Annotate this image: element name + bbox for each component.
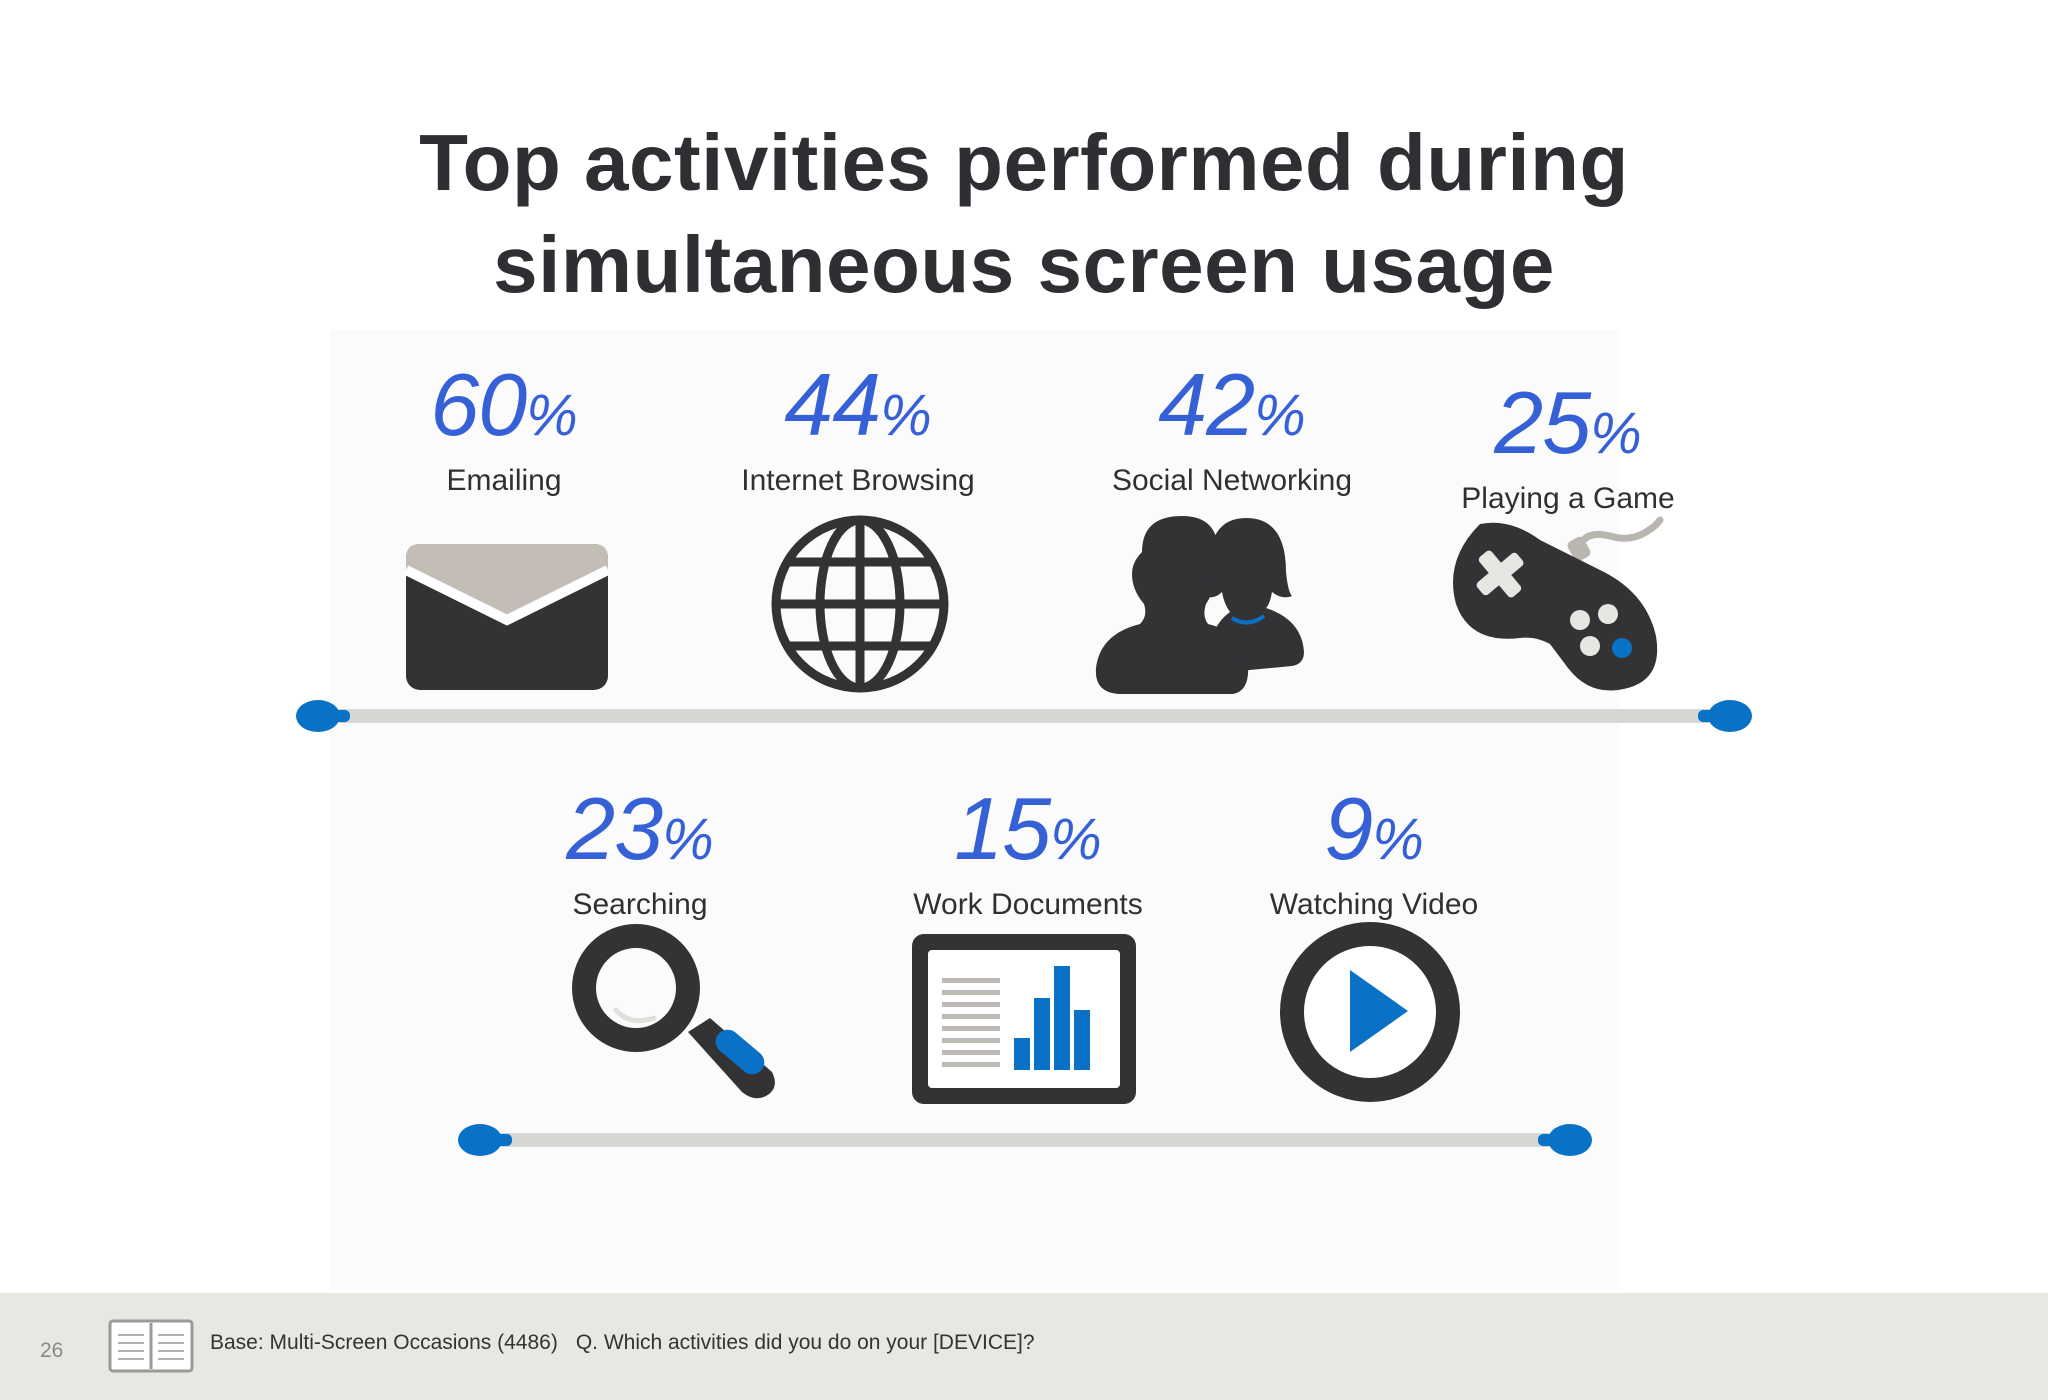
activity-label: Social Networking: [1111, 464, 1353, 497]
activity-social-networking: 42% Social Networking: [1052, 360, 1412, 499]
footnote-question: Q. Which activities did you do on your […: [575, 1331, 1035, 1354]
footnote: Base: Multi-Screen Occasions (4486) Q. Wh…: [210, 1331, 1035, 1355]
title-line-1: Top activities performed during: [419, 118, 1629, 207]
people-icon: [1095, 516, 1304, 694]
content-panel: [330, 330, 1620, 1290]
activity-label: Watching Video: [1269, 888, 1479, 921]
activity-label: Searching: [572, 888, 708, 921]
activity-label: Work Documents: [913, 888, 1143, 921]
activity-watching-video: 9% Watching Video: [1194, 784, 1554, 923]
page-title: Top activities performed during simultan…: [0, 112, 2048, 316]
activity-percent: 23%: [566, 779, 714, 878]
activity-work-documents: 15% Work Documents: [848, 784, 1208, 923]
book-icon: [108, 1319, 194, 1373]
footer-bar: 26 Base: Multi-Screen Occasions (4486) Q.…: [0, 1293, 2048, 1400]
title-line-2: simultaneous screen usage: [493, 220, 1555, 309]
activity-percent: 25%: [1494, 373, 1642, 472]
activity-percent: 44%: [784, 355, 932, 454]
page-number: 26: [40, 1339, 64, 1362]
activity-percent: 60%: [430, 355, 578, 454]
track-line-row-2: [458, 1124, 1592, 1156]
activity-playing-a-game: 25% Playing a Game: [1388, 378, 1748, 517]
activity-internet-browsing: 44% Internet Browsing: [678, 360, 1038, 499]
magnifier-icon: [572, 924, 775, 1099]
gamepad-icon: [1453, 516, 1664, 691]
document-chart-icon: [912, 934, 1136, 1104]
activity-percent: 9%: [1324, 779, 1424, 878]
activity-searching: 23% Searching: [460, 784, 820, 923]
activity-label: Emailing: [446, 464, 562, 497]
activity-percent: 15%: [954, 779, 1102, 878]
activity-label: Playing a Game: [1461, 482, 1675, 515]
globe-icon: [771, 515, 949, 693]
play-icon: [1280, 922, 1460, 1102]
activity-label: Internet Browsing: [741, 464, 975, 497]
activity-emailing: 60% Emailing: [324, 360, 684, 499]
envelope-icon: [404, 544, 610, 690]
activity-percent: 42%: [1158, 355, 1306, 454]
track-line-row-1: [296, 700, 1752, 732]
footnote-base: Base: Multi-Screen Occasions (4486): [210, 1331, 558, 1354]
